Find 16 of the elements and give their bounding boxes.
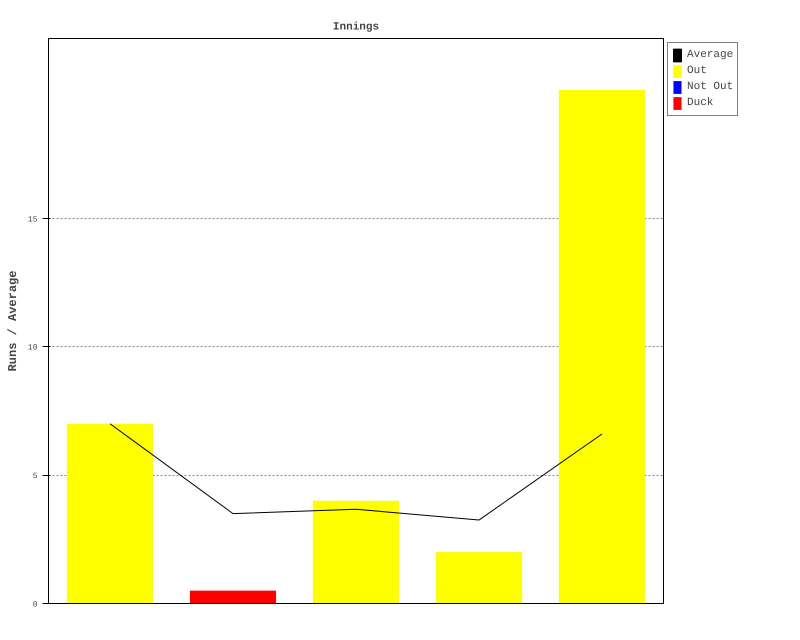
bar (436, 552, 522, 604)
y-tick-label: 15 (28, 215, 38, 224)
bar (558, 90, 646, 604)
legend-label: Duck (687, 96, 714, 110)
legend-label: Not Out (687, 80, 734, 94)
bar (190, 590, 276, 604)
y-axis-title: Runs / Average (6, 270, 20, 372)
legend-label: Out (687, 64, 707, 78)
chart-title: Innings (332, 22, 380, 34)
legend-label: Average (687, 48, 734, 62)
y-tick-label: 10 (28, 344, 38, 353)
line-series (110, 423, 602, 521)
bar (66, 424, 154, 604)
y-tick-label: 5 (32, 472, 38, 482)
bar (312, 500, 400, 604)
y-tick-label: 0 (32, 600, 38, 610)
